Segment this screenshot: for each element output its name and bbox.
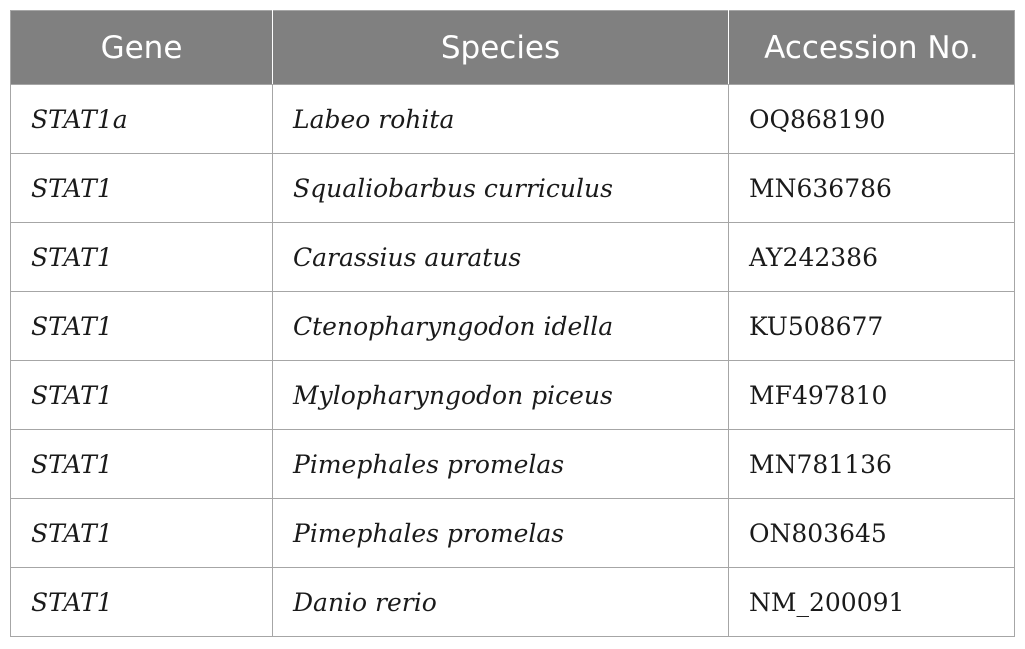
- gene-cell: STAT1: [10, 291, 273, 361]
- accession-cell: MN781136: [728, 429, 1015, 499]
- table-row: STAT1 Pimephales promelas MN781136: [10, 429, 1015, 499]
- accession-cell: KU508677: [728, 291, 1015, 361]
- accession-cell: NM_200091: [728, 567, 1015, 637]
- header-species: Species: [272, 10, 729, 85]
- table-row: STAT1 Pimephales promelas ON803645: [10, 498, 1015, 568]
- gene-cell: STAT1: [10, 429, 273, 499]
- accession-cell: MN636786: [728, 153, 1015, 223]
- species-cell: Mylopharyngodon piceus: [272, 360, 729, 430]
- species-cell: Carassius auratus: [272, 222, 729, 292]
- species-cell: Danio rerio: [272, 567, 729, 637]
- species-cell: Pimephales promelas: [272, 498, 729, 568]
- gene-cell: STAT1: [10, 567, 273, 637]
- table-body: STAT1a Labeo rohita OQ868190 STAT1 Squal…: [10, 84, 1015, 637]
- accession-cell: AY242386: [728, 222, 1015, 292]
- species-cell: Ctenopharyngodon idella: [272, 291, 729, 361]
- gene-cell: STAT1a: [10, 84, 273, 154]
- accession-cell: ON803645: [728, 498, 1015, 568]
- accession-cell: OQ868190: [728, 84, 1015, 154]
- accession-cell: MF497810: [728, 360, 1015, 430]
- table-row: STAT1a Labeo rohita OQ868190: [10, 84, 1015, 154]
- gene-cell: STAT1: [10, 498, 273, 568]
- table-row: STAT1 Squaliobarbus curriculus MN636786: [10, 153, 1015, 223]
- gene-cell: STAT1: [10, 360, 273, 430]
- table-row: STAT1 Danio rerio NM_200091: [10, 567, 1015, 637]
- table-header: Gene Species Accession No.: [10, 10, 1015, 85]
- table-row: STAT1 Carassius auratus AY242386: [10, 222, 1015, 292]
- species-cell: Pimephales promelas: [272, 429, 729, 499]
- header-accession: Accession No.: [728, 10, 1015, 85]
- header-gene: Gene: [10, 10, 273, 85]
- species-cell: Squaliobarbus curriculus: [272, 153, 729, 223]
- header-row: Gene Species Accession No.: [10, 10, 1015, 85]
- gene-cell: STAT1: [10, 222, 273, 292]
- gene-cell: STAT1: [10, 153, 273, 223]
- table-row: STAT1 Mylopharyngodon piceus MF497810: [10, 360, 1015, 430]
- gene-accession-table: Gene Species Accession No. STAT1a Labeo …: [10, 10, 1015, 637]
- species-cell: Labeo rohita: [272, 84, 729, 154]
- table-row: STAT1 Ctenopharyngodon idella KU508677: [10, 291, 1015, 361]
